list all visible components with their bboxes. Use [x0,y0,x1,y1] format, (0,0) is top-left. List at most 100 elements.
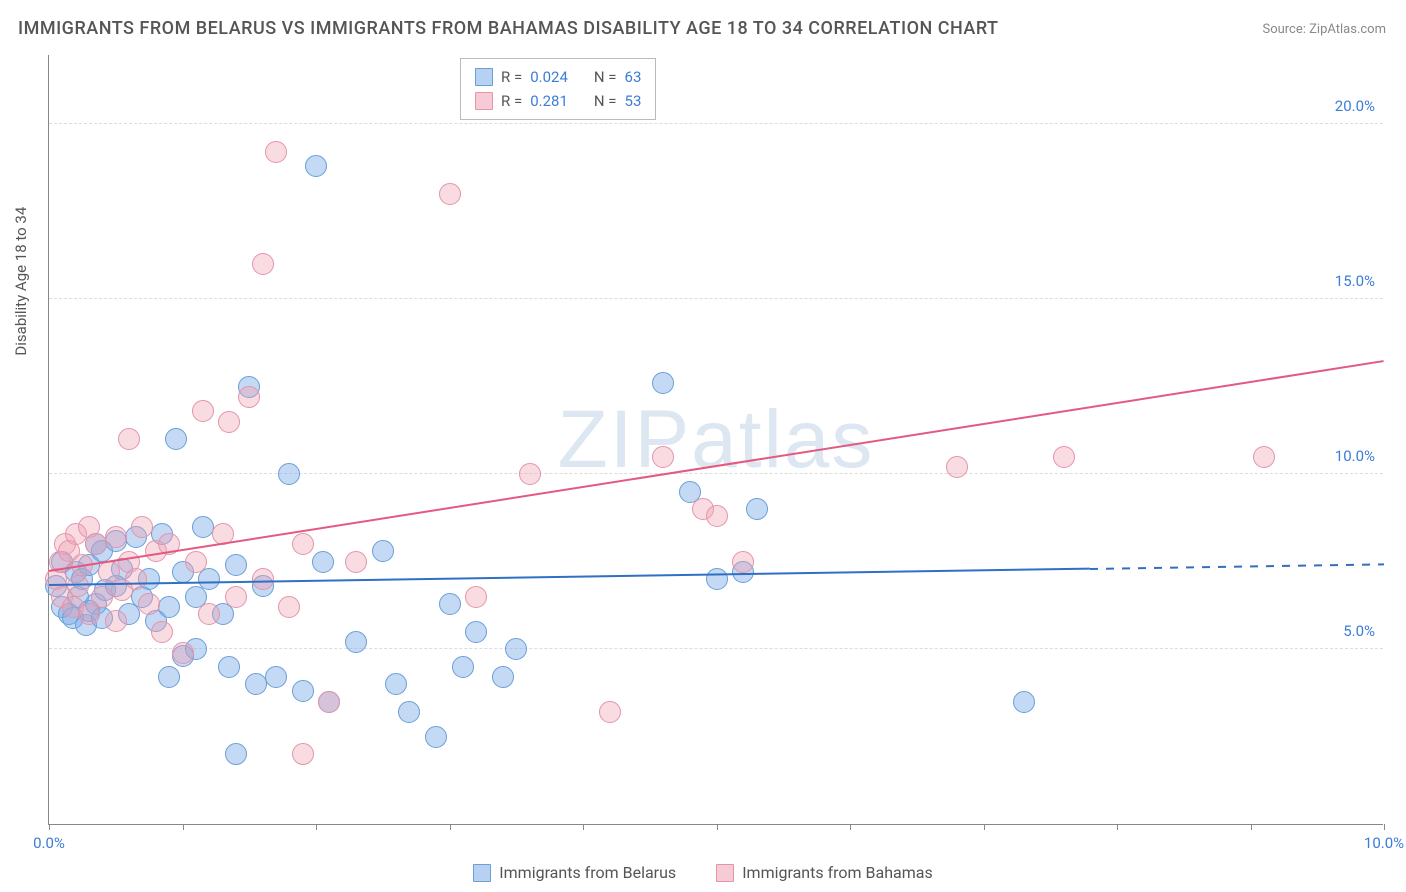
y-axis-label: Disability Age 18 to 34 [12,207,30,356]
data-point [198,603,220,625]
scatter-plot-area: ZIPatlas 5.0%10.0%15.0%20.0%0.0%10.0% [48,55,1383,825]
data-point [225,554,247,576]
data-point [505,638,527,660]
trend-line-dashed [1090,563,1384,570]
data-point [946,456,968,478]
data-point [652,446,674,468]
data-point [265,666,287,688]
swatch-pink-icon [716,864,734,882]
swatch-blue-icon [473,864,491,882]
n-value-bahamas: 53 [625,92,642,110]
data-point [1053,446,1075,468]
source-attribution: Source: ZipAtlas.com [1262,22,1386,37]
data-point [292,680,314,702]
legend-item-bahamas: Immigrants from Bahamas [716,863,933,882]
data-point [158,596,180,618]
data-point [138,593,160,615]
data-point [519,463,541,485]
x-tick-label: 10.0% [1364,834,1404,852]
data-point [292,743,314,765]
gridline [49,123,1383,124]
data-point [465,621,487,643]
data-point [118,428,140,450]
n-label: N = [594,68,617,86]
legend-label: Immigrants from Belarus [499,863,676,882]
data-point [385,673,407,695]
data-point [91,586,113,608]
data-point [151,621,173,643]
x-tick-mark [49,824,50,830]
data-point [172,642,194,664]
data-point [278,463,300,485]
data-point [372,540,394,562]
x-tick-mark [1384,824,1385,830]
r-value-bahamas: 0.281 [530,92,568,110]
data-point [192,400,214,422]
data-point [252,253,274,275]
data-point [185,551,207,573]
data-point [238,386,260,408]
data-point [125,568,147,590]
swatch-blue-icon [475,68,493,86]
x-tick-mark [583,824,584,830]
data-point [345,631,367,653]
data-point [225,586,247,608]
gridline [49,473,1383,474]
data-point [439,183,461,205]
legend-label: Immigrants from Bahamas [742,863,933,882]
x-tick-mark [1251,824,1252,830]
data-point [131,516,153,538]
data-point [599,701,621,723]
x-tick-mark [316,824,317,830]
data-point [746,498,768,520]
data-point [1013,691,1035,713]
data-point [732,551,754,573]
data-point [158,666,180,688]
n-label: N = [594,92,617,110]
data-point [198,568,220,590]
y-tick-label: 5.0% [1343,622,1375,640]
data-point [67,575,89,597]
data-point [105,610,127,632]
data-point [1253,446,1275,468]
n-value-belarus: 63 [625,68,642,86]
x-tick-mark [717,824,718,830]
data-point [345,551,367,573]
data-point [398,701,420,723]
data-point [425,726,447,748]
data-point [305,155,327,177]
x-tick-mark [850,824,851,830]
data-point [165,428,187,450]
data-point [292,533,314,555]
data-point [318,691,340,713]
data-point [245,673,267,695]
y-tick-label: 20.0% [1335,97,1375,115]
data-point [225,743,247,765]
data-point [192,516,214,538]
data-point [312,551,334,573]
series-legend: Immigrants from Belarus Immigrants from … [0,863,1406,882]
legend-row-bahamas: R = 0.281 N = 53 [475,89,641,113]
legend-item-belarus: Immigrants from Belarus [473,863,676,882]
x-tick-mark [984,824,985,830]
data-point [706,505,728,527]
x-tick-mark [450,824,451,830]
data-point [492,666,514,688]
gridline [49,648,1383,649]
y-tick-label: 10.0% [1335,447,1375,465]
data-point [265,141,287,163]
data-point [439,593,461,615]
data-point [706,568,728,590]
data-point [652,372,674,394]
y-tick-label: 15.0% [1335,272,1375,290]
data-point [252,568,274,590]
chart-title: IMMIGRANTS FROM BELARUS VS IMMIGRANTS FR… [18,18,999,39]
x-tick-mark [1117,824,1118,830]
r-label: R = [501,92,522,110]
r-label: R = [501,68,522,86]
r-value-belarus: 0.024 [530,68,568,86]
data-point [218,411,240,433]
legend-row-belarus: R = 0.024 N = 63 [475,65,641,89]
data-point [218,656,240,678]
data-point [452,656,474,678]
